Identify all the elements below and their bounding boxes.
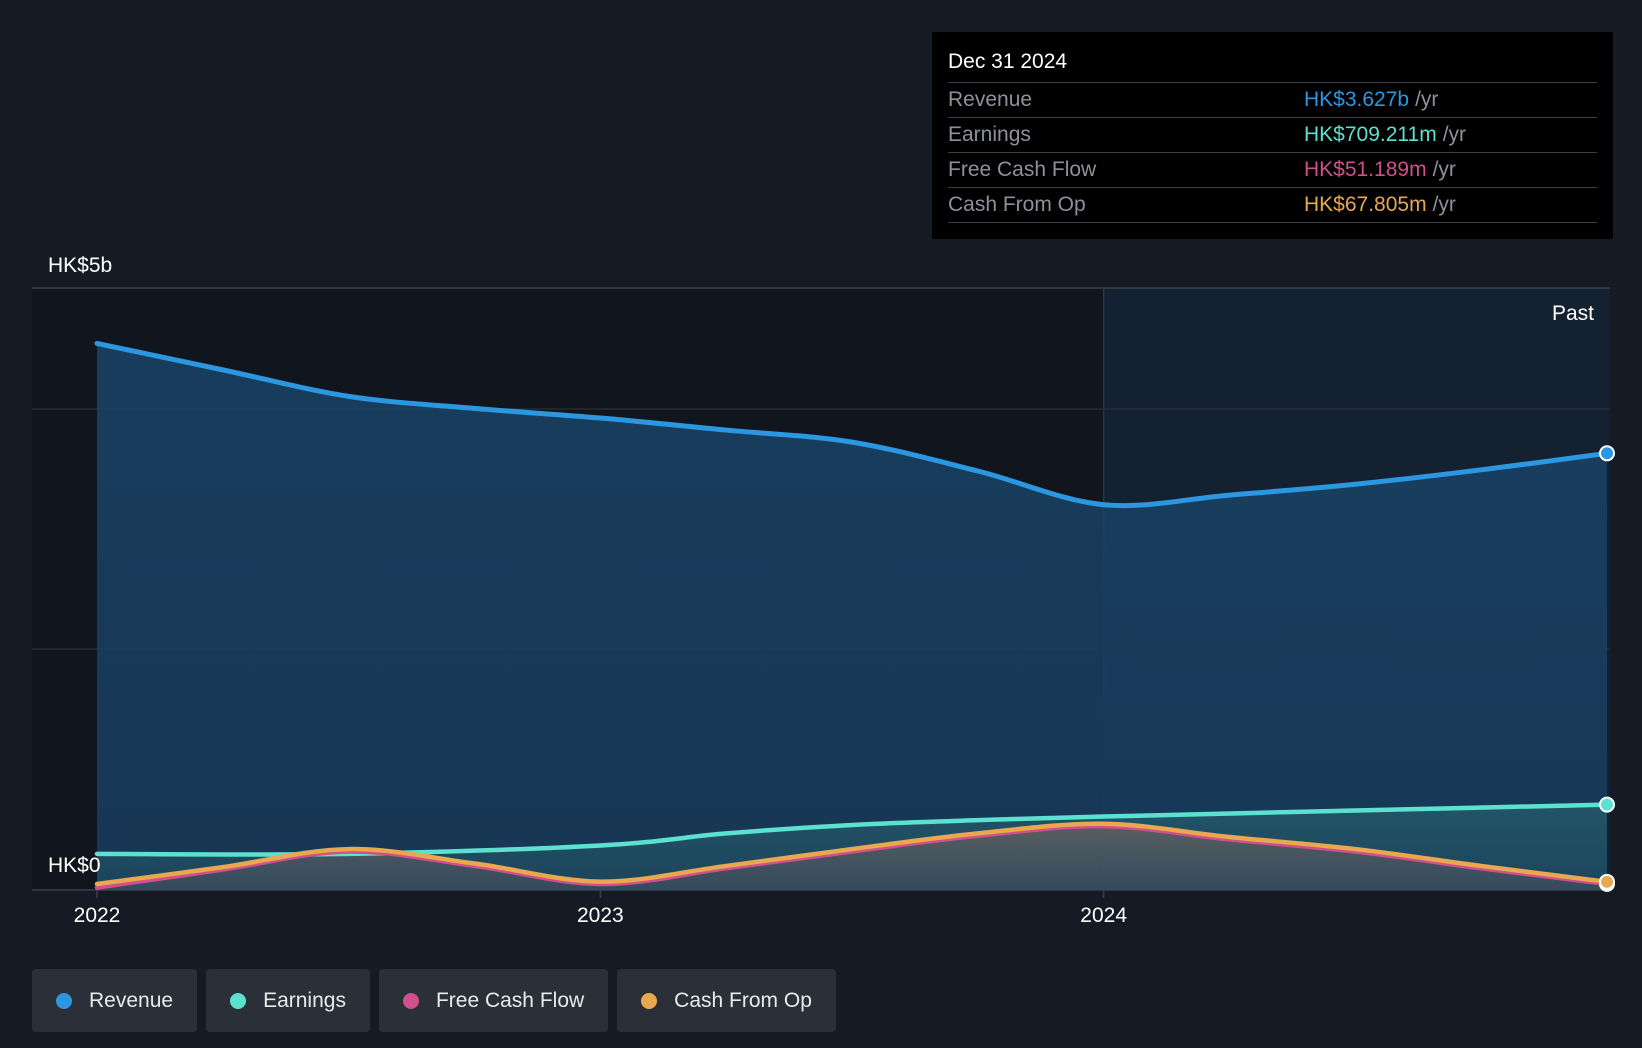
tooltip-row-revenue: Revenue HK$3.627b /yr — [948, 83, 1597, 118]
revenue-dot-icon — [56, 992, 72, 1009]
cash-from-op-line — [94, 821, 1610, 887]
tooltip-value: HK$51.189m — [1304, 158, 1427, 181]
tooltip-label: Earnings — [948, 123, 1031, 146]
free-cash-flow-dot-icon — [402, 992, 419, 1009]
tooltip-unit: /yr — [1432, 158, 1456, 181]
tooltip-label: Free Cash Flow — [948, 158, 1097, 181]
tooltip-value: HK$67.805m — [1304, 193, 1427, 216]
legend-item-free-cash-flow[interactable]: Free Cash Flow — [378, 969, 609, 1032]
tooltip-unit: /yr — [1432, 193, 1456, 216]
x-tick-label: 2023 — [577, 904, 624, 927]
legend: Revenue Earnings Free Cash Flow Cash Fro… — [32, 969, 836, 1032]
legend-label: Revenue — [89, 988, 174, 1012]
tooltip-value: HK$3.627b — [1304, 88, 1410, 111]
legend-label: Cash From Op — [674, 988, 812, 1012]
tooltip: Dec 31 2024 Revenue HK$3.627b /yr Earnin… — [932, 32, 1613, 239]
tooltip-row-earnings: Earnings HK$709.211m /yr — [948, 118, 1597, 153]
cash-from-op-endpoint — [1599, 873, 1615, 890]
legend-label: Free Cash Flow — [435, 988, 585, 1012]
free-cash-flow-line — [94, 823, 1610, 890]
cash-from-op-dot-icon — [641, 992, 658, 1009]
tooltip-date: Dec 31 2024 — [948, 45, 1597, 83]
revenue-area — [97, 343, 1607, 890]
legend-item-revenue[interactable]: Revenue — [32, 969, 198, 1032]
earnings-dot-icon — [230, 992, 247, 1009]
tooltip-label: Revenue — [948, 88, 1033, 111]
legend-item-earnings[interactable]: Earnings — [206, 969, 370, 1032]
tooltip-unit: /yr — [1442, 123, 1467, 146]
x-tick-label: 2024 — [1080, 904, 1127, 927]
tooltip-unit: /yr — [1415, 88, 1439, 111]
x-tick-label: 2022 — [74, 904, 121, 927]
tooltip-label: Cash From Op — [948, 193, 1086, 216]
y-label-top: HK$5b — [48, 254, 112, 277]
revenue-line — [94, 340, 1610, 509]
period-label: Past — [1552, 302, 1594, 325]
tooltip-row-cash-from-op: Cash From Op HK$67.805m /yr — [948, 188, 1597, 223]
earnings-endpoint — [1599, 796, 1615, 813]
y-label-zero: HK$0 — [48, 854, 101, 877]
legend-label: Earnings — [263, 988, 346, 1012]
revenue-endpoint — [1599, 445, 1615, 462]
tooltip-value: HK$709.211m — [1304, 123, 1437, 146]
tooltip-row-free-cash-flow: Free Cash Flow HK$51.189m /yr — [948, 153, 1597, 188]
legend-item-cash-from-op[interactable]: Cash From Op — [617, 969, 836, 1032]
